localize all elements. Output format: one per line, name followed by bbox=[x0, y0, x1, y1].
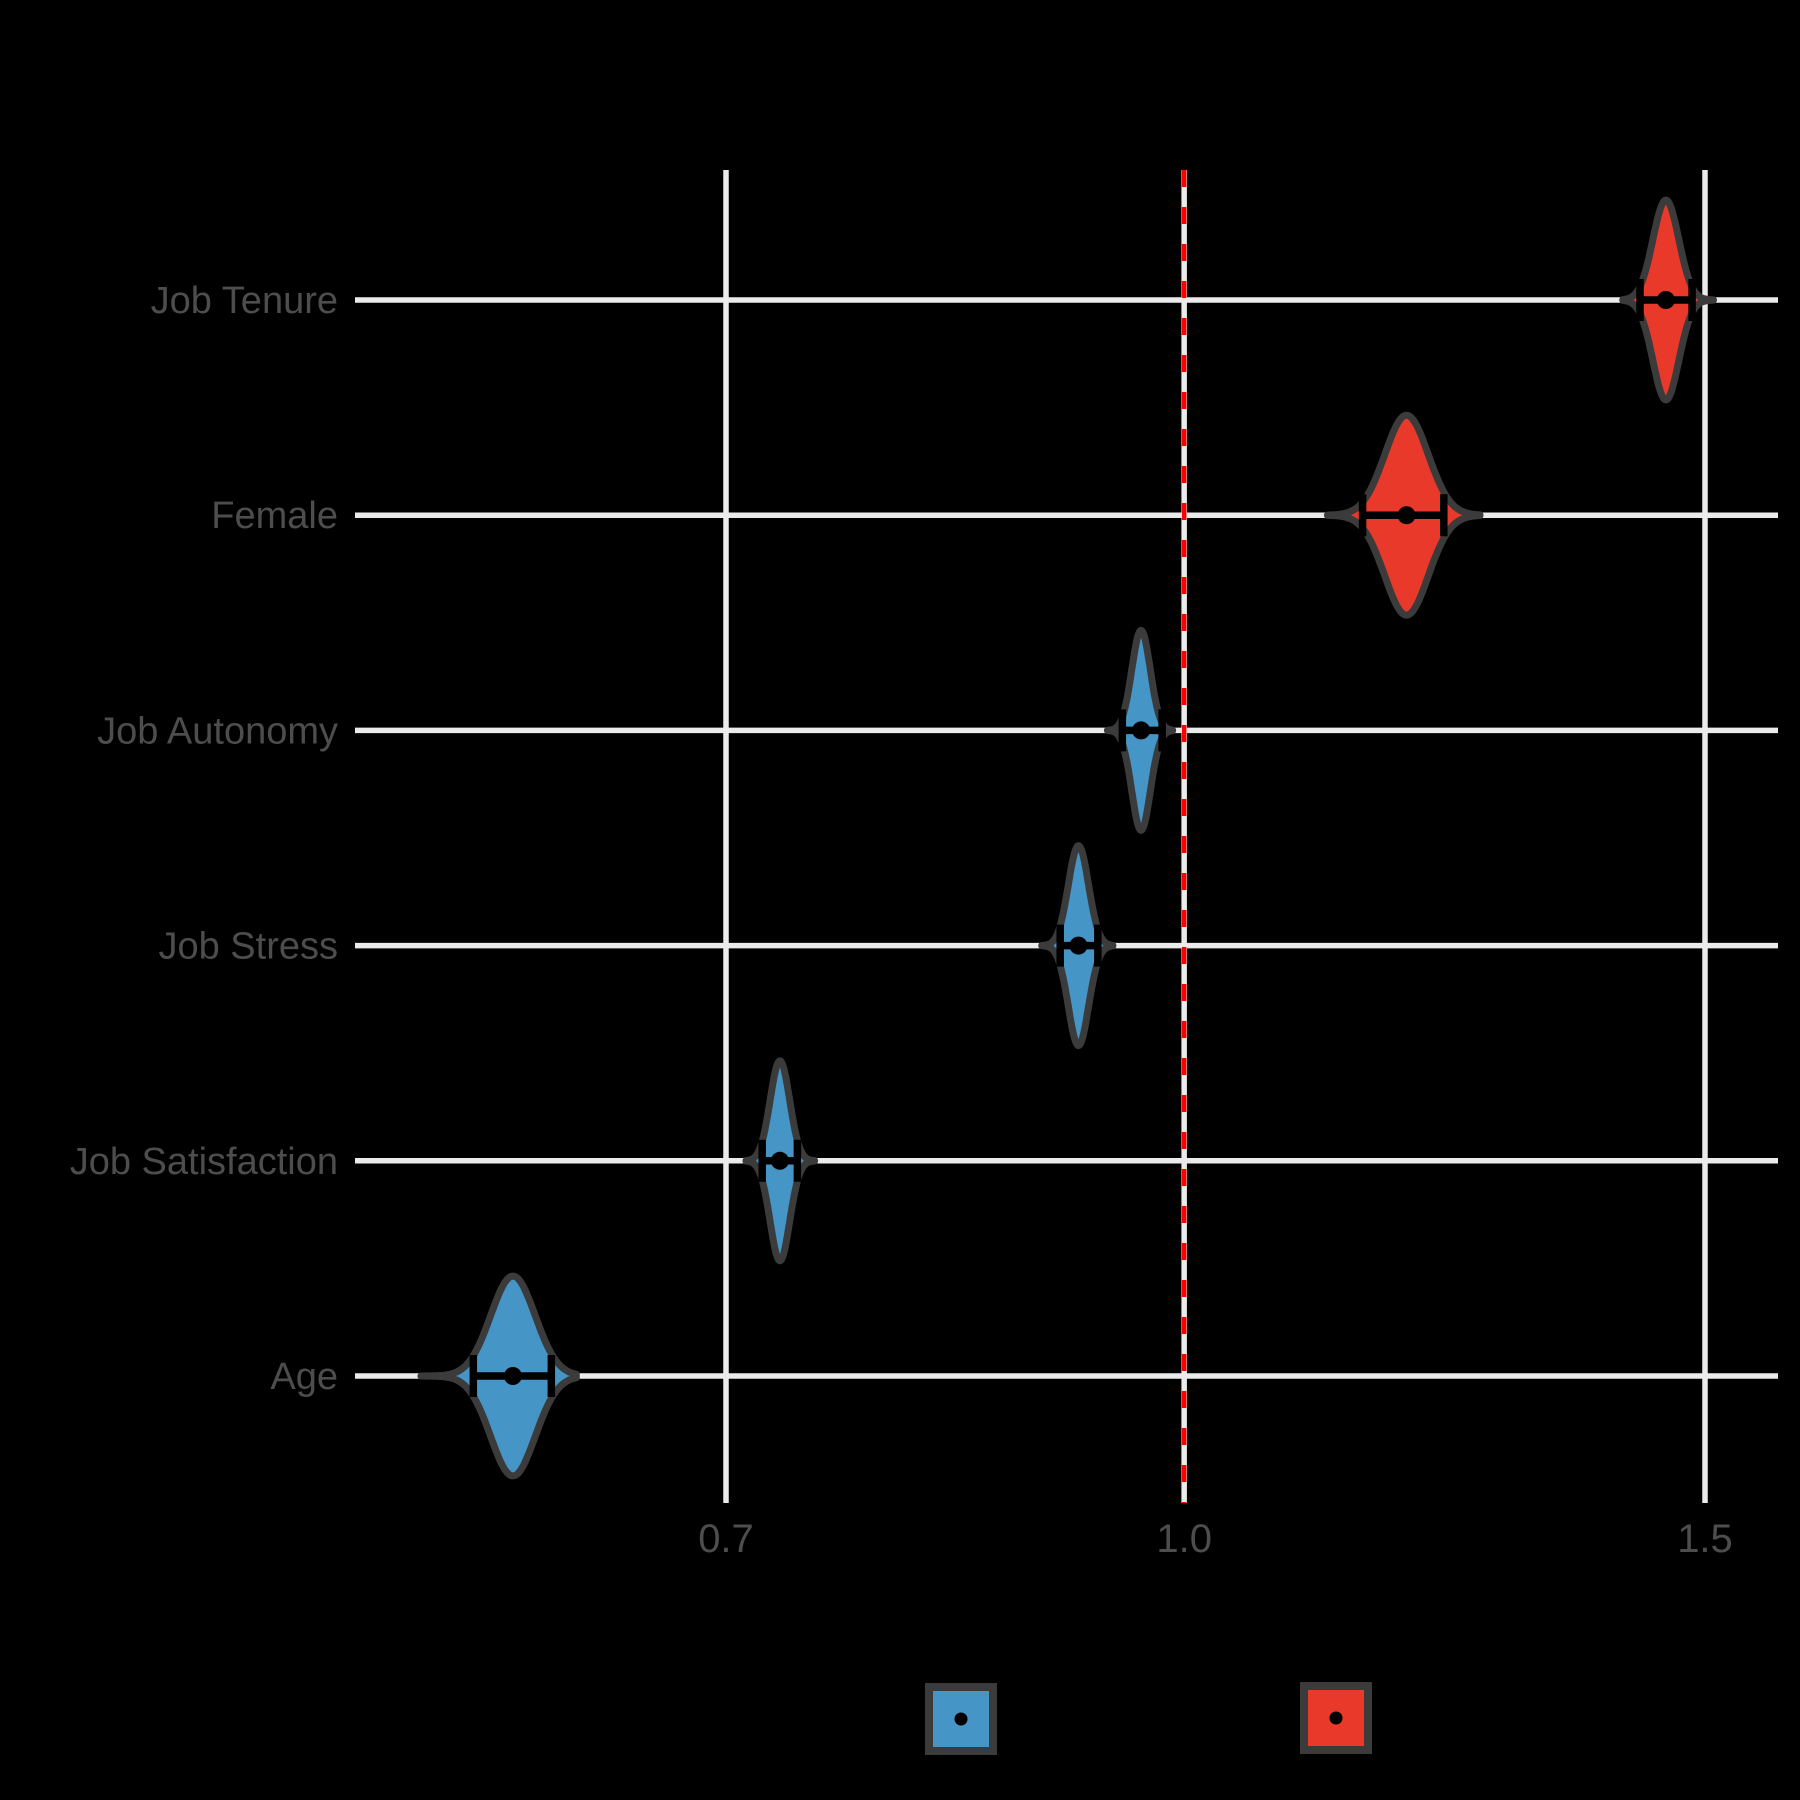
median-dot-job-tenure bbox=[1656, 291, 1675, 309]
legend-key-dot-blue-group bbox=[954, 1712, 968, 1726]
y-axis-label-job-stress: Job Stress bbox=[158, 926, 338, 968]
median-dot-age bbox=[503, 1367, 522, 1385]
legend-key-red-group bbox=[1300, 1682, 1372, 1754]
median-dot-job-autonomy bbox=[1132, 721, 1151, 740]
y-axis-label-female: Female bbox=[211, 495, 338, 537]
median-dot-job-stress bbox=[1069, 936, 1088, 955]
x-tick-label-1.0: 1.0 bbox=[1156, 1517, 1212, 1561]
y-axis-label-job-satisfaction: Job Satisfaction bbox=[70, 1141, 338, 1183]
median-dot-female bbox=[1397, 506, 1416, 525]
x-tick-label-1.5: 1.5 bbox=[1677, 1517, 1733, 1561]
median-dot-job-satisfaction bbox=[770, 1151, 789, 1170]
y-axis-label-job-tenure: Job Tenure bbox=[151, 280, 338, 322]
y-axis-label-age: Age bbox=[270, 1356, 338, 1398]
x-tick-label-0.7: 0.7 bbox=[698, 1517, 754, 1561]
y-axis-label-job-autonomy: Job Autonomy bbox=[97, 710, 338, 752]
legend-key-dot-red-group bbox=[1329, 1711, 1343, 1725]
